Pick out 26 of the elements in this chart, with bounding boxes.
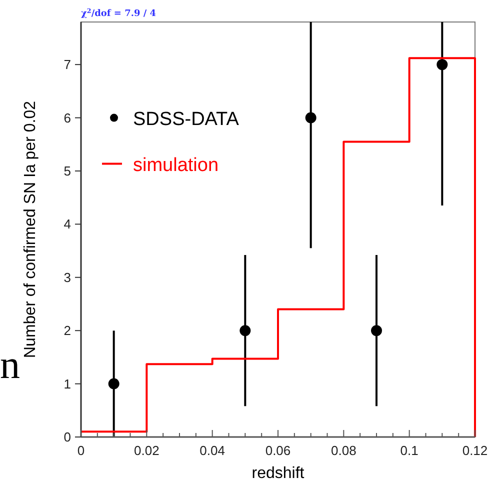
x-tick-label: 0.02 <box>134 443 160 458</box>
point <box>240 325 251 336</box>
x-tick-label: 0.08 <box>331 443 356 458</box>
y-tick-label: 3 <box>64 270 71 285</box>
y-tick-label: 1 <box>64 376 71 392</box>
point <box>305 112 316 124</box>
point <box>436 59 448 70</box>
x-tick-label: 0.06 <box>265 443 291 458</box>
x-tick-label: 0.12 <box>462 443 488 458</box>
y-tick-label: 5 <box>64 163 71 178</box>
y-axis-title: Number of confirmed SN Ia per 0.02 <box>22 100 39 358</box>
x-axis-title: redshift <box>252 465 305 482</box>
legend-label: simulation <box>133 154 219 176</box>
legend-label: SDSS-DATA <box>133 108 240 130</box>
x-tick-label: 0.04 <box>200 443 225 458</box>
point <box>371 325 382 336</box>
text: n <box>0 342 20 387</box>
x-tick-label: 0 <box>77 443 85 458</box>
y-tick-label: 4 <box>64 216 71 232</box>
y-tick-label: 7 <box>64 57 71 72</box>
text: χ$^{2}$/dof = 7.9 / 4 <box>81 8 156 19</box>
x-tick-label: 0.1 <box>400 443 418 458</box>
y-tick-label: 6 <box>64 110 71 126</box>
y-tick-label: 2 <box>64 323 71 338</box>
y-tick-label: 0 <box>64 430 71 444</box>
point <box>108 378 120 390</box>
